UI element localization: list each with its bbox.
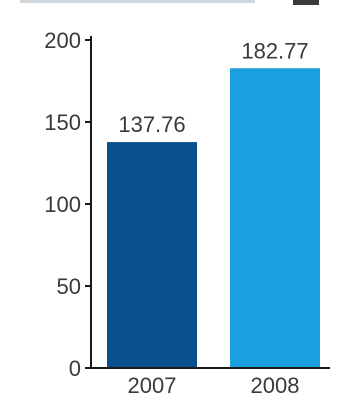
cropped-text-fragment <box>293 0 319 5</box>
y-tick-label: 200 <box>44 28 81 53</box>
y-tick-label: 50 <box>57 274 81 299</box>
x-axis-labels-group: 2007 2008 <box>128 373 300 398</box>
y-tick-label: 100 <box>44 192 81 217</box>
x-category-label-2007: 2007 <box>128 373 177 398</box>
y-tick-label: 0 <box>69 356 81 381</box>
cropped-text-fragment <box>20 0 255 3</box>
y-axis-ticks-group: 0 50 100 150 200 <box>44 28 91 381</box>
bar-2007 <box>107 142 197 368</box>
bar-2008 <box>230 68 320 368</box>
bar-value-labels-group: 137.76 182.77 <box>118 38 308 137</box>
bars-group <box>107 68 320 368</box>
bar-value-label-2007: 137.76 <box>118 112 185 137</box>
x-category-label-2008: 2008 <box>251 373 300 398</box>
bar-value-label-2008: 182.77 <box>241 38 308 63</box>
cropped-top-decoration <box>20 0 319 5</box>
y-tick-label: 150 <box>44 110 81 135</box>
